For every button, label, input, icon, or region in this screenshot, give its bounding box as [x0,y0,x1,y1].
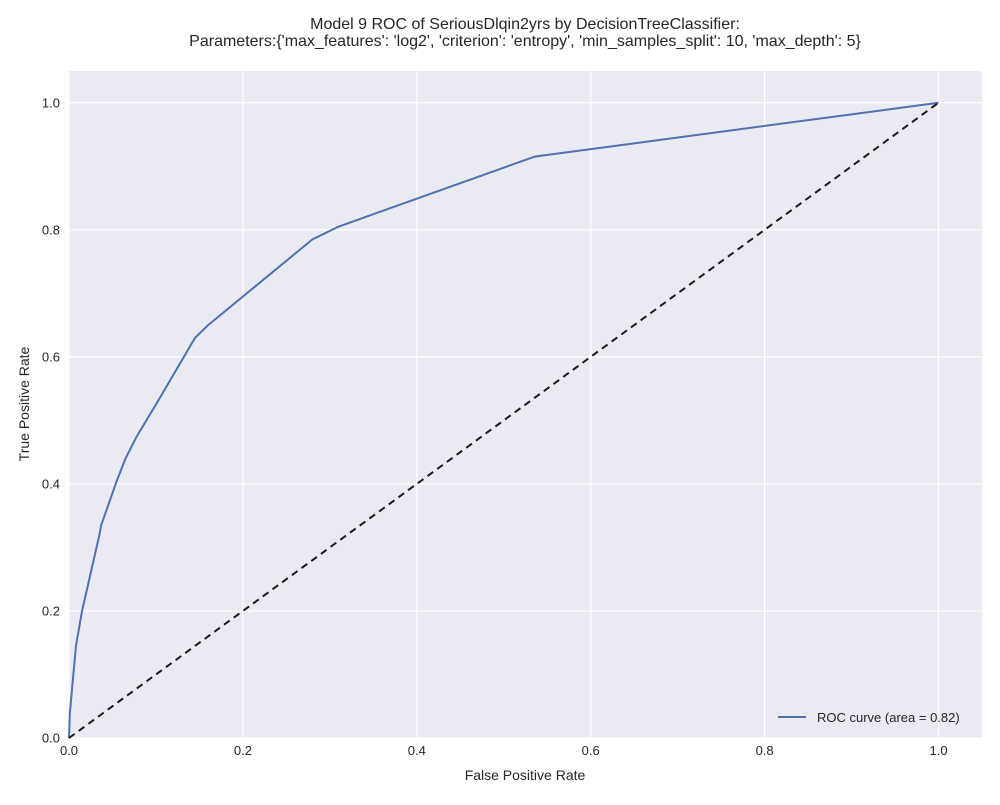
x-tick-label: 0.0 [60,743,78,758]
series-lines [68,101,940,739]
y-tick-label: 0.2 [42,603,60,618]
y-tick-label: 0.4 [42,476,60,491]
grid-lines [68,71,982,739]
y-tick-label: 0.6 [42,349,60,364]
chart-subtitle: Parameters:{'max_features': 'log2', 'cri… [189,33,861,50]
x-tick-label: 0.8 [756,743,774,758]
legend-label-roc: ROC curve (area = 0.82) [817,710,960,725]
roc-curve-line [68,101,939,739]
tick-labels: 0.0 0.2 0.4 0.6 0.8 1.0 0.0 0.2 0.4 0.6 0.8 1.0 [42,95,948,758]
legend: ROC curve (area = 0.82) [778,710,960,725]
x-tick-label: 1.0 [929,743,947,758]
y-tick-label: 1.0 [42,95,60,110]
y-axis-label: True Positive Rate [16,346,32,461]
x-tick-label: 0.2 [234,743,252,758]
y-tick-label: 0.0 [42,731,60,746]
y-tick-label: 0.8 [42,222,60,237]
x-tick-label: 0.4 [408,743,426,758]
x-tick-label: 0.6 [582,743,600,758]
chart-title: Model 9 ROC of SeriousDlqin2yrs by Decis… [310,16,740,33]
x-axis-label: False Positive Rate [465,767,586,783]
